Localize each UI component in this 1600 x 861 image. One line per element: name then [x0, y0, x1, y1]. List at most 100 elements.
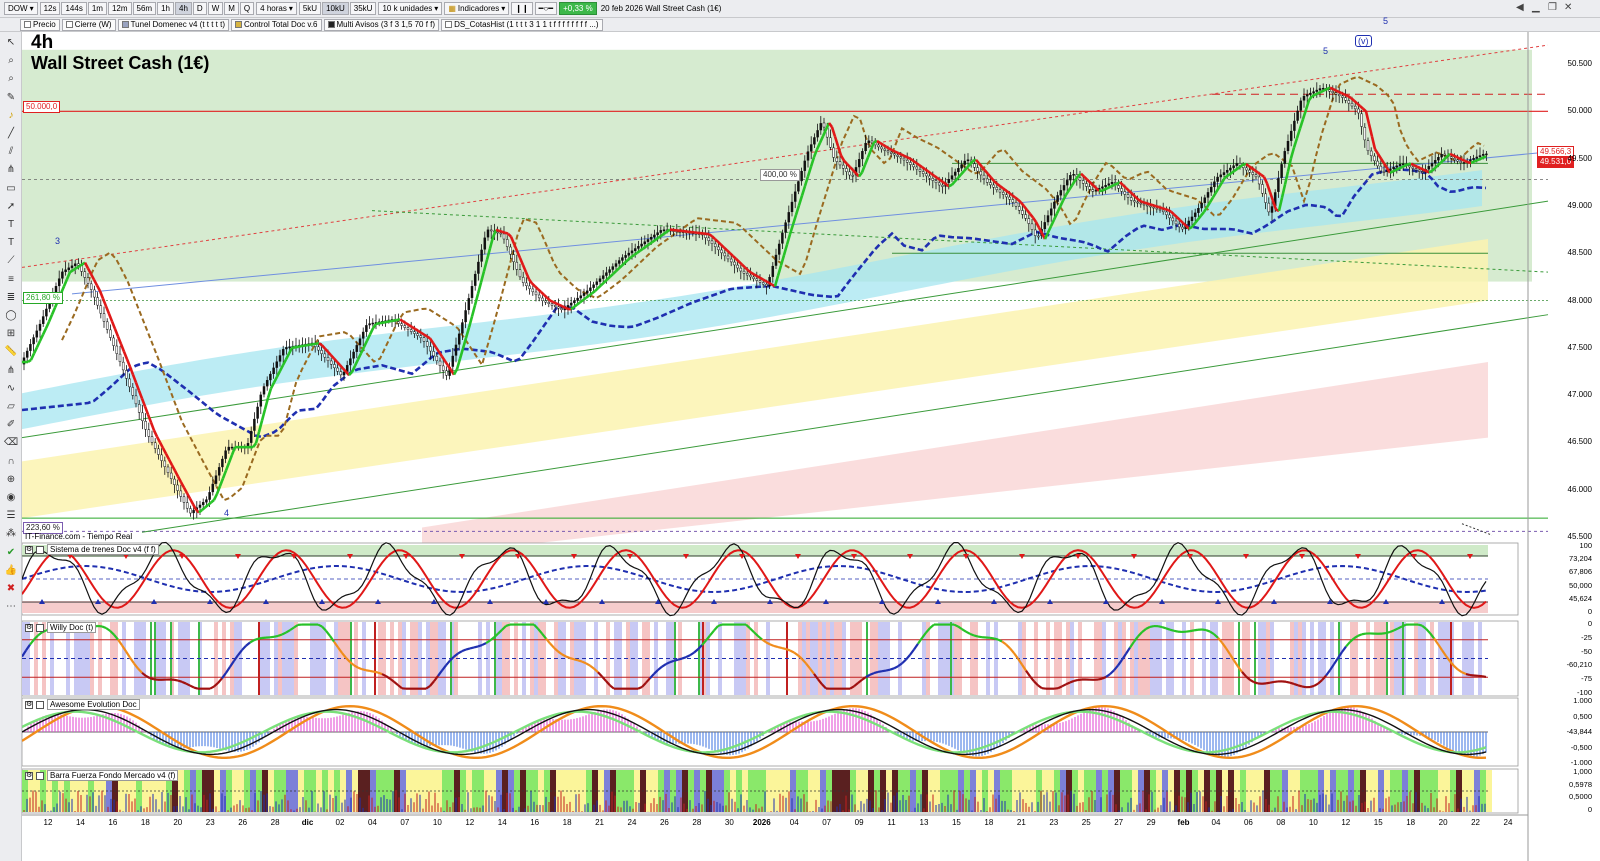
brush-icon[interactable]: ✐ [6, 419, 16, 431]
unit-button-5kU[interactable]: 5kU [298, 2, 322, 15]
pattern-icon[interactable]: ⁂ [6, 528, 16, 540]
cursor-icon[interactable]: ↖ [6, 37, 16, 48]
indicator-tag[interactable]: Precio [20, 18, 60, 31]
close-icon[interactable]: ✕ [1564, 2, 1573, 13]
chart-canvas[interactable] [22, 32, 1600, 861]
willy-line-segment [117, 638, 123, 646]
pane-settings-icon[interactable]: ⚙ [25, 771, 33, 780]
arrow-icon[interactable]: ➚ [6, 200, 16, 212]
pane-toggle-icon[interactable] [36, 545, 44, 554]
pane-toggle-icon[interactable] [36, 700, 44, 709]
rectangle-icon[interactable]: ▭ [6, 182, 16, 194]
check-icon[interactable]: ✔ [6, 546, 16, 558]
timeframe-button-56m[interactable]: 56m [132, 2, 157, 15]
timeframe-button-144s[interactable]: 144s [61, 2, 87, 15]
restore-icon[interactable]: ❐ [1548, 2, 1557, 13]
candle-body [1376, 160, 1379, 167]
candle-body [57, 278, 61, 287]
gann-icon[interactable]: ⊞ [6, 328, 16, 340]
text-box-icon[interactable]: T [7, 237, 15, 249]
candle-body [1481, 153, 1485, 156]
trenes-down-marker [1299, 554, 1305, 559]
fast-ma-segment [1073, 175, 1080, 182]
candle-body [1149, 205, 1152, 208]
pencil-icon[interactable]: ✎ [6, 91, 16, 103]
fast-ma-segment [32, 346, 39, 355]
toggle-slider[interactable]: ━○━ [534, 2, 558, 15]
candle-body [1136, 201, 1139, 204]
timeframe-button-W[interactable]: W [207, 2, 224, 15]
candle-body [1417, 169, 1421, 172]
symbol-selector[interactable]: DOW ▾ [4, 2, 38, 15]
candle-body [1283, 151, 1287, 164]
zoom-icon[interactable]: ⌕ [8, 55, 14, 67]
timeframe-button-1m[interactable]: 1m [87, 2, 107, 15]
timeframe-button-4h[interactable]: 4h [175, 2, 192, 15]
fib-icon[interactable]: ≡ [8, 273, 14, 285]
indicator-tag[interactable]: Control Total Doc v.6 [230, 18, 322, 31]
wave-icon[interactable]: ∿ [6, 382, 16, 394]
fib-fan-icon[interactable]: ≣ [6, 291, 16, 303]
candle-body [1257, 176, 1261, 185]
unit-button-35kU[interactable]: 35kU [349, 2, 377, 15]
candle-body [822, 122, 826, 128]
fast-ma-segment [612, 270, 617, 275]
willy-bg-bar [830, 622, 834, 695]
fast-ma-segment [164, 453, 171, 461]
zoom-out-icon[interactable]: ⌕ [8, 73, 14, 85]
channel-icon[interactable]: ⫽ [8, 146, 14, 158]
period-dropdown[interactable]: 4 horas ▾ [256, 2, 297, 15]
fast-ma-segment [396, 318, 401, 322]
candle-body [486, 229, 490, 238]
ellipse-icon[interactable]: ◯ [5, 310, 17, 321]
indicator-tag[interactable]: Cierre (W) [61, 18, 116, 31]
indicators-button[interactable]: ▦ Indicadores ▾ [444, 2, 510, 15]
pause-button[interactable]: ❙❙ [511, 2, 533, 15]
pane-toggle-icon[interactable] [36, 623, 44, 632]
pitchfork-icon[interactable]: ⋔ [6, 364, 16, 376]
indicator-tag[interactable]: Multi Avisos (3 f 3 1,5 70 f f) [323, 18, 440, 31]
candle-body [896, 154, 899, 157]
thumb-icon[interactable]: 👍 [4, 564, 18, 576]
bell-icon[interactable]: ♪ [8, 109, 14, 121]
magnet-icon[interactable]: ∩ [7, 455, 15, 467]
candle-body [1145, 204, 1149, 207]
timeframe-button-12s[interactable]: 12s [39, 2, 61, 15]
layers-icon[interactable]: ☰ [6, 510, 16, 522]
timeframe-button-M[interactable]: M [224, 2, 239, 15]
fast-ma-segment [1425, 169, 1430, 174]
pane-settings-icon[interactable]: ⚙ [25, 700, 33, 709]
trendline-icon[interactable]: ╱ [7, 128, 15, 139]
timeframe-button-Q[interactable]: Q [239, 2, 255, 15]
shape-icon[interactable]: ▱ [7, 401, 15, 412]
fast-ma-segment [1329, 86, 1334, 91]
willy-line-segment [465, 647, 471, 651]
ruler-icon[interactable]: 📏 [4, 346, 18, 358]
pane-toggle-icon[interactable] [36, 771, 44, 780]
volume-dropdown[interactable]: 10 k unidades ▾ [378, 2, 443, 15]
willy-line-segment [1037, 684, 1043, 690]
willy-line-segment [193, 686, 199, 690]
text-icon[interactable]: T [7, 219, 15, 230]
indicator-tag[interactable]: DS_CotasHist (1 t t t 3 1 1 t f f f f f … [441, 18, 603, 31]
candle-body [1209, 186, 1213, 193]
measure-icon[interactable]: ⟋ [7, 255, 15, 267]
more-icon[interactable]: ⋯ [6, 601, 16, 613]
delete-icon[interactable]: ✖ [6, 583, 16, 594]
timeframe-button-1h[interactable]: 1h [157, 2, 174, 15]
unit-button-10kU[interactable]: 10kU [322, 2, 349, 15]
trenes-down-marker [1187, 554, 1193, 559]
pane-settings-icon[interactable]: ⚙ [25, 545, 33, 554]
eraser-icon[interactable]: ⌫ [4, 437, 19, 449]
minimize-icon[interactable]: ▁ [1532, 2, 1540, 13]
fork-icon[interactable]: ⋔ [6, 164, 16, 176]
candle-body [288, 346, 291, 349]
timeframe-button-D[interactable]: D [192, 2, 207, 15]
indicator-tag[interactable]: Tunel Domenec v4 (t t t t t) [117, 18, 229, 31]
pane-settings-icon[interactable]: ⚙ [25, 623, 33, 632]
back-icon[interactable]: ◀ [1516, 2, 1524, 13]
lock-icon[interactable]: ⊕ [6, 473, 16, 485]
timeframe-button-12m[interactable]: 12m [107, 2, 132, 15]
fast-ma-segment [1379, 157, 1386, 165]
eye-icon[interactable]: ◉ [6, 492, 16, 503]
